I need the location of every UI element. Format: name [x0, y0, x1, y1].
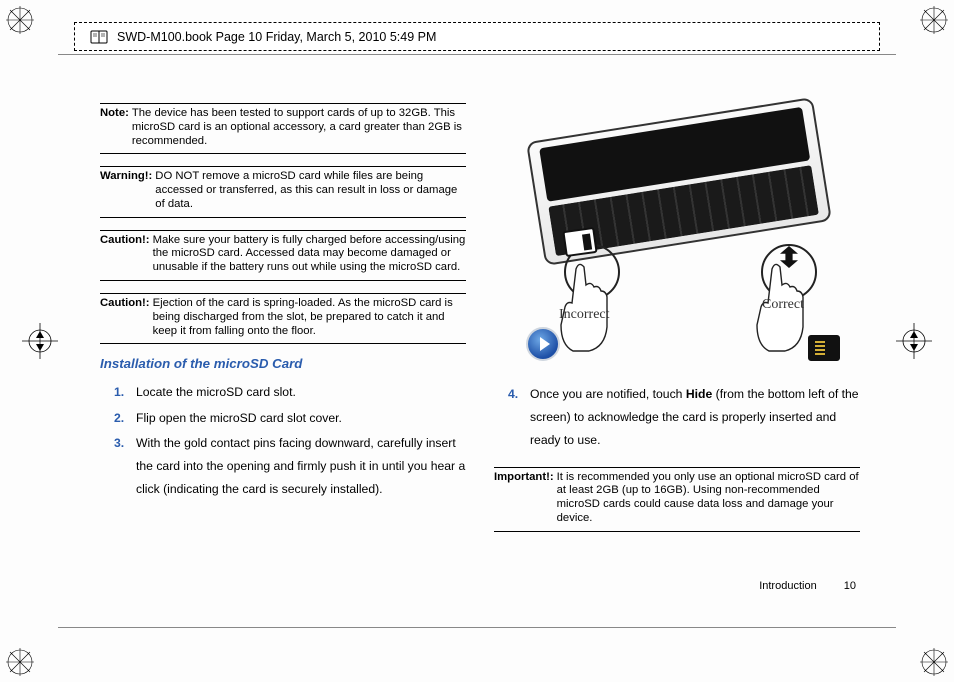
warning-block: Warning!: DO NOT remove a microSD card w…: [100, 166, 466, 217]
step4-text-pre: Once you are notified, touch: [530, 387, 686, 401]
crop-mark-icon: [896, 323, 932, 359]
important-text: It is recommended you only use an option…: [557, 471, 860, 526]
important-block: Important!: It is recommended you only u…: [494, 467, 860, 532]
device-illustration: Incorrect Correct: [494, 109, 864, 369]
header-text: SWD-M100.book Page 10 Friday, March 5, 2…: [117, 30, 436, 44]
play-video-icon[interactable]: [526, 327, 560, 361]
step-item: Flip open the microSD card slot cover.: [122, 407, 466, 430]
registration-mark-icon: [6, 648, 34, 676]
warning-label: Warning!:: [100, 170, 155, 211]
step-item: Once you are notified, touch Hide (from …: [494, 383, 860, 453]
footer-page: 10: [844, 580, 856, 592]
note-block: Note: The device has been tested to supp…: [100, 103, 466, 154]
caution-text: Make sure your battery is fully charged …: [153, 234, 466, 275]
caution-text: Ejection of the card is spring-loaded. A…: [153, 297, 466, 338]
caution-block: Caution!: Make sure your battery is full…: [100, 230, 466, 281]
registration-mark-icon: [920, 6, 948, 34]
note-label: Note:: [100, 107, 132, 148]
caution-label: Caution!:: [100, 297, 153, 338]
sdcard-incorrect-icon: [562, 227, 597, 257]
document-header: SWD-M100.book Page 10 Friday, March 5, 2…: [74, 22, 880, 51]
correct-label: Correct: [762, 297, 804, 313]
registration-mark-icon: [920, 648, 948, 676]
caution-block: Caution!: Ejection of the card is spring…: [100, 293, 466, 344]
section-title: Installation of the microSD Card: [100, 356, 466, 371]
step-item: With the gold contact pins facing downwa…: [122, 432, 466, 502]
important-label: Important!:: [494, 471, 557, 526]
caution-label: Caution!:: [100, 234, 153, 275]
note-text: The device has been tested to support ca…: [132, 107, 466, 148]
step-item: Locate the microSD card slot.: [122, 381, 466, 404]
crop-mark-icon: [22, 323, 58, 359]
warning-text: DO NOT remove a microSD card while files…: [155, 170, 466, 211]
crop-line: [58, 54, 896, 55]
crop-line: [58, 627, 896, 628]
steps-list: Locate the microSD card slot. Flip open …: [100, 381, 466, 501]
step4-hide-bold: Hide: [686, 387, 712, 401]
footer-section: Introduction: [759, 580, 816, 592]
page-footer: Introduction 10: [759, 580, 856, 592]
sdcard-correct-icon: [808, 335, 840, 361]
registration-mark-icon: [6, 6, 34, 34]
page-content: Note: The device has been tested to supp…: [100, 103, 860, 544]
book-icon: [89, 27, 109, 47]
left-column: Note: The device has been tested to supp…: [100, 103, 466, 544]
right-column: Incorrect Correct Once you are notified,…: [494, 103, 860, 544]
incorrect-label: Incorrect: [559, 307, 610, 323]
